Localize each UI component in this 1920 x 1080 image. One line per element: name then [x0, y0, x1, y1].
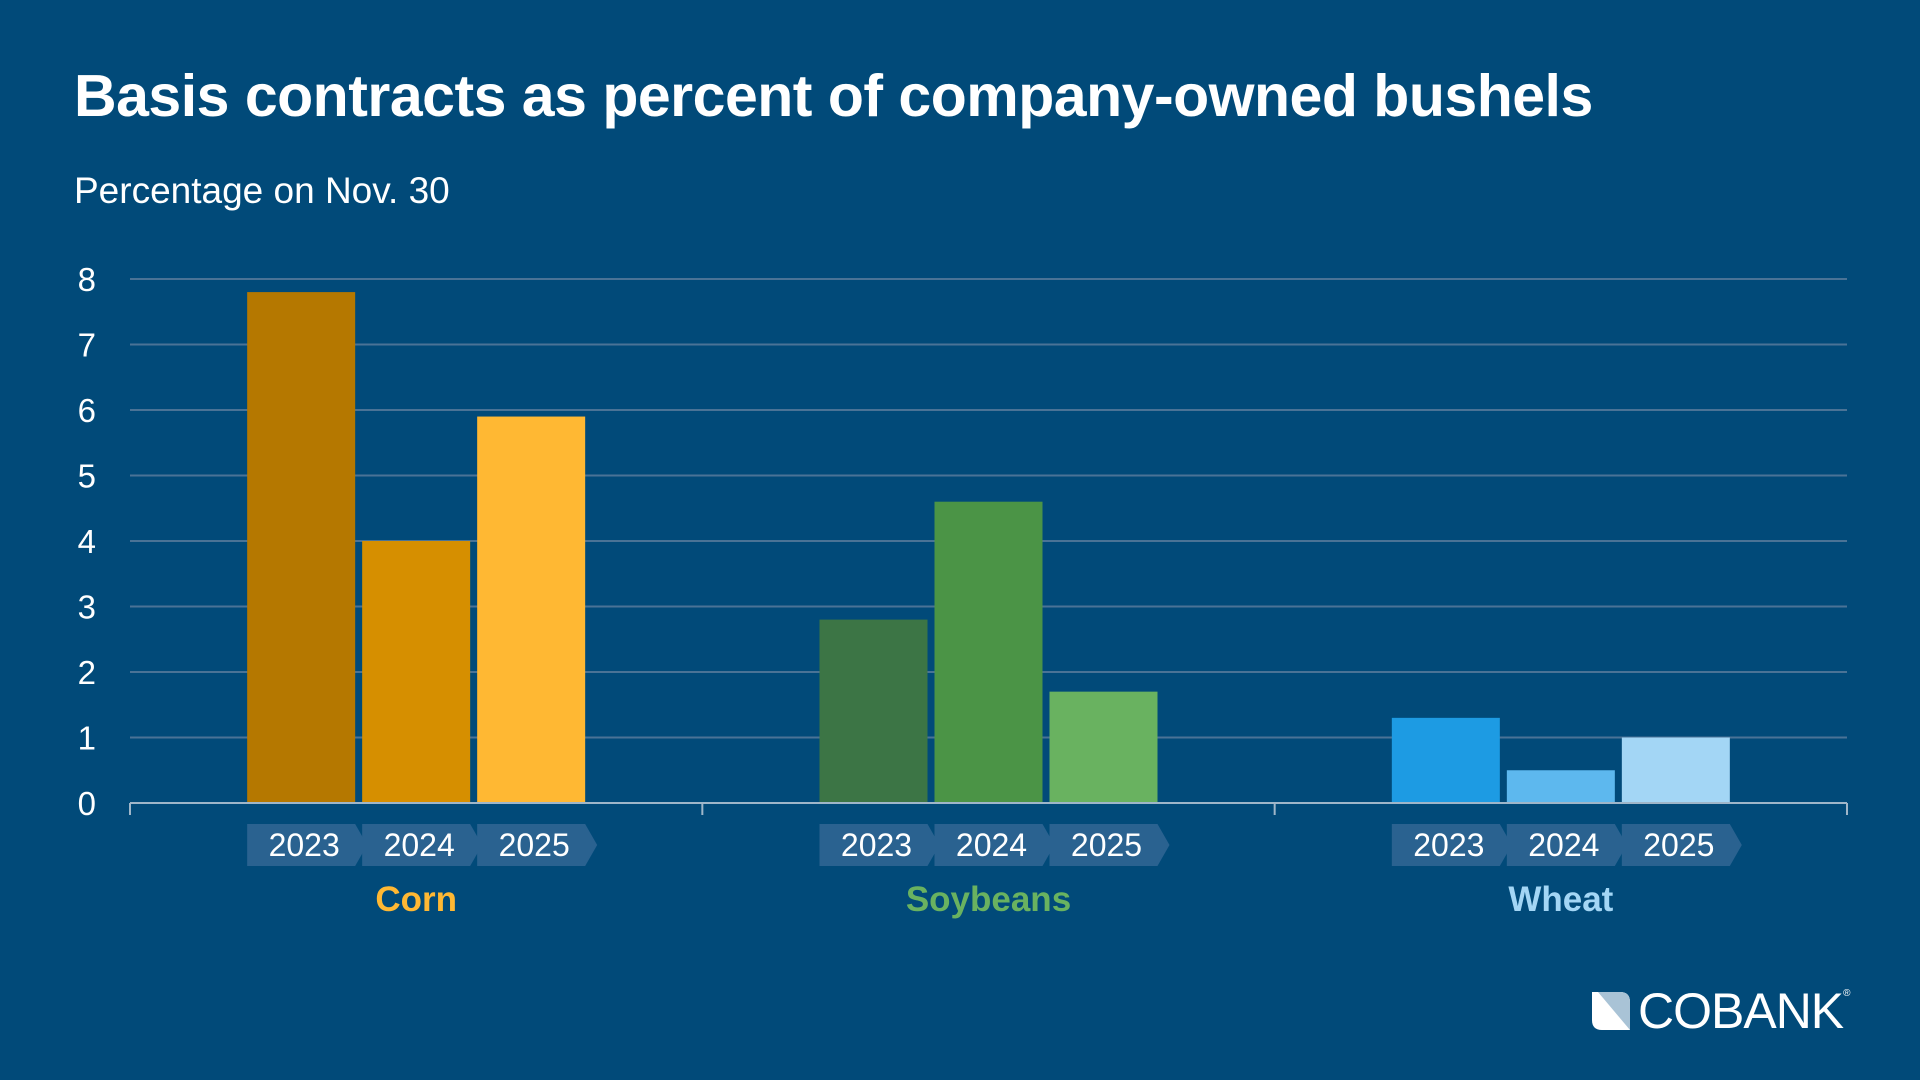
category-label: Wheat [1508, 880, 1613, 919]
year-tab [247, 824, 368, 866]
year-tab [362, 824, 483, 866]
x-tick-label: 2024 [384, 827, 455, 863]
registered-mark: ® [1843, 988, 1851, 999]
bar-wheat-2024 [1506, 770, 1615, 803]
y-tick-label: 2 [78, 654, 96, 691]
year-tab [819, 824, 940, 866]
bar-wheat-2025 [1621, 737, 1730, 803]
year-tab [934, 824, 1055, 866]
category-label: Corn [375, 880, 457, 919]
logo-text: COBANK [1638, 983, 1844, 1039]
bar-wheat-2023 [1391, 717, 1500, 803]
y-tick-label: 1 [78, 720, 96, 757]
y-tick-label: 8 [78, 261, 96, 298]
year-tab [1506, 824, 1627, 866]
category-label: Soybeans [906, 880, 1071, 919]
cobank-logo: COBANK ® [1590, 982, 1851, 1040]
bar-soybeans-2024 [934, 501, 1043, 803]
bar-corn-2023 [247, 292, 356, 803]
y-tick-label: 5 [78, 458, 96, 495]
chart-title: Basis contracts as percent of company-ow… [74, 63, 1593, 129]
cobank-logo-icon [1592, 992, 1630, 1030]
year-tab [477, 824, 598, 866]
y-tick-label: 7 [78, 327, 96, 364]
x-tick-label: 2025 [1643, 827, 1714, 863]
y-tick-label: 3 [78, 589, 96, 626]
bar-soybeans-2025 [1049, 691, 1158, 803]
x-tick-label: 2024 [956, 827, 1027, 863]
x-tick-label: 2025 [499, 827, 570, 863]
x-tick-label: 2023 [1413, 827, 1484, 863]
y-tick-label: 0 [78, 785, 96, 822]
y-tick-label: 6 [78, 392, 96, 429]
x-tick-label: 2025 [1071, 827, 1142, 863]
chart-subtitle: Percentage on Nov. 30 [74, 170, 450, 211]
bar-soybeans-2023 [819, 619, 928, 803]
y-tick-label: 4 [78, 523, 96, 560]
bar-corn-2025 [477, 416, 586, 803]
year-tab [1621, 824, 1742, 866]
x-tick-label: 2023 [269, 827, 340, 863]
year-tab [1391, 824, 1512, 866]
x-tick-label: 2024 [1528, 827, 1599, 863]
year-tab [1049, 824, 1170, 866]
bar-corn-2024 [362, 541, 471, 803]
x-tick-label: 2023 [841, 827, 912, 863]
